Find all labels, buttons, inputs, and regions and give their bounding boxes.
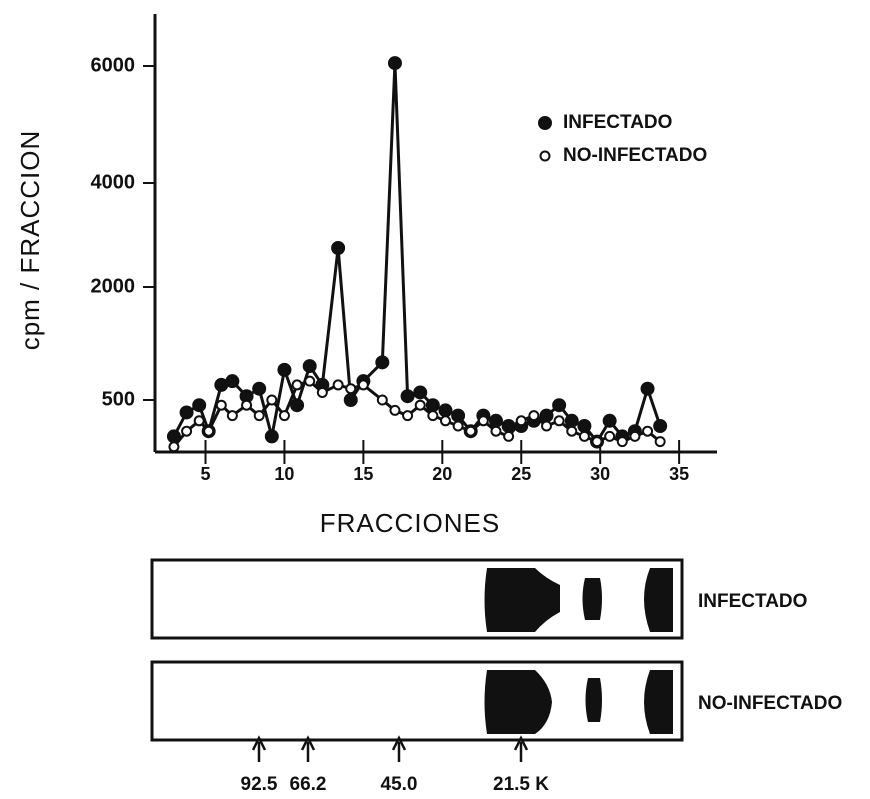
data-point	[452, 410, 464, 422]
data-point	[466, 427, 475, 436]
data-point	[389, 57, 401, 69]
data-point	[403, 411, 412, 420]
data-point	[654, 420, 666, 432]
x-tick-label: 20	[432, 464, 452, 484]
data-point	[266, 430, 278, 442]
x-axis-label: FRACCIONES	[320, 508, 500, 538]
x-tick-label: 35	[669, 464, 689, 484]
data-point	[253, 383, 265, 395]
data-point	[193, 399, 205, 411]
data-point	[318, 388, 327, 397]
legend-label: INFECTADO	[563, 112, 672, 133]
data-point	[267, 396, 276, 405]
data-point	[428, 411, 437, 420]
data-point	[529, 411, 538, 420]
data-point	[490, 415, 502, 427]
data-point	[378, 396, 387, 405]
figure: cpm / FRACCION FRACCIONES 500 2000 4000 600…	[0, 0, 870, 799]
data-point	[618, 437, 627, 446]
data-point	[376, 356, 388, 368]
data-point	[280, 411, 289, 420]
gel-lane-label: NO-INFECTADO	[698, 693, 842, 714]
data-point	[566, 415, 578, 427]
data-point	[604, 415, 616, 427]
data-point	[293, 380, 302, 389]
data-point	[555, 416, 564, 425]
data-point	[578, 420, 590, 432]
data-point	[181, 406, 193, 418]
legend-label: NO-INFECTADO	[563, 145, 707, 166]
data-point	[414, 386, 426, 398]
data-point	[491, 427, 500, 436]
data-point	[332, 242, 344, 254]
marker-label: 92.5	[241, 774, 278, 795]
legend-marker	[541, 152, 550, 161]
data-point	[195, 416, 204, 425]
data-point	[454, 422, 463, 431]
data-point	[182, 427, 191, 436]
x-tick-label: 5	[201, 464, 211, 484]
y-tick-label: 2000	[91, 275, 136, 297]
data-point	[304, 360, 316, 372]
data-point	[439, 404, 451, 416]
y-tick-label: 6000	[91, 54, 136, 76]
data-point	[517, 416, 526, 425]
legend-marker	[539, 117, 551, 129]
gel-lane-label: INFECTADO	[698, 591, 807, 612]
data-point	[593, 437, 602, 446]
data-point	[402, 390, 414, 402]
data-point	[204, 427, 213, 436]
data-point	[630, 432, 639, 441]
data-point	[345, 394, 357, 406]
data-point	[390, 406, 399, 415]
data-point	[504, 432, 513, 441]
data-point	[503, 420, 515, 432]
data-point	[242, 401, 251, 410]
y-tick-label: 4000	[91, 171, 136, 193]
x-tick-label: 10	[274, 464, 294, 484]
data-point	[334, 380, 343, 389]
marker-label: 66.2	[290, 774, 327, 795]
y-tick-label: 500	[102, 388, 135, 410]
data-point	[580, 432, 589, 441]
data-point	[656, 437, 665, 446]
data-point	[228, 411, 237, 420]
data-point	[441, 416, 450, 425]
x-tick-label: 15	[353, 464, 373, 484]
data-point	[479, 416, 488, 425]
data-point	[553, 399, 565, 411]
data-point	[346, 384, 355, 393]
data-point	[642, 383, 654, 395]
data-point	[305, 377, 314, 386]
data-point	[291, 399, 303, 411]
data-point	[416, 401, 425, 410]
y-axis-label: cpm / FRACCION	[15, 130, 45, 351]
marker-label: 45.0	[381, 774, 418, 795]
data-point	[226, 375, 238, 387]
data-point	[255, 411, 264, 420]
data-point	[168, 430, 180, 442]
marker-label: 21.5 K	[493, 774, 549, 795]
gel-panel	[152, 560, 682, 740]
data-point	[169, 442, 178, 451]
data-point	[427, 399, 439, 411]
data-point	[542, 422, 551, 431]
x-tick-label: 25	[511, 464, 531, 484]
data-point	[217, 401, 226, 410]
data-point	[541, 410, 553, 422]
data-point	[567, 427, 576, 436]
data-point	[605, 432, 614, 441]
x-tick-label: 30	[590, 464, 610, 484]
data-point	[643, 427, 652, 436]
data-point	[359, 380, 368, 389]
data-point	[278, 364, 290, 376]
